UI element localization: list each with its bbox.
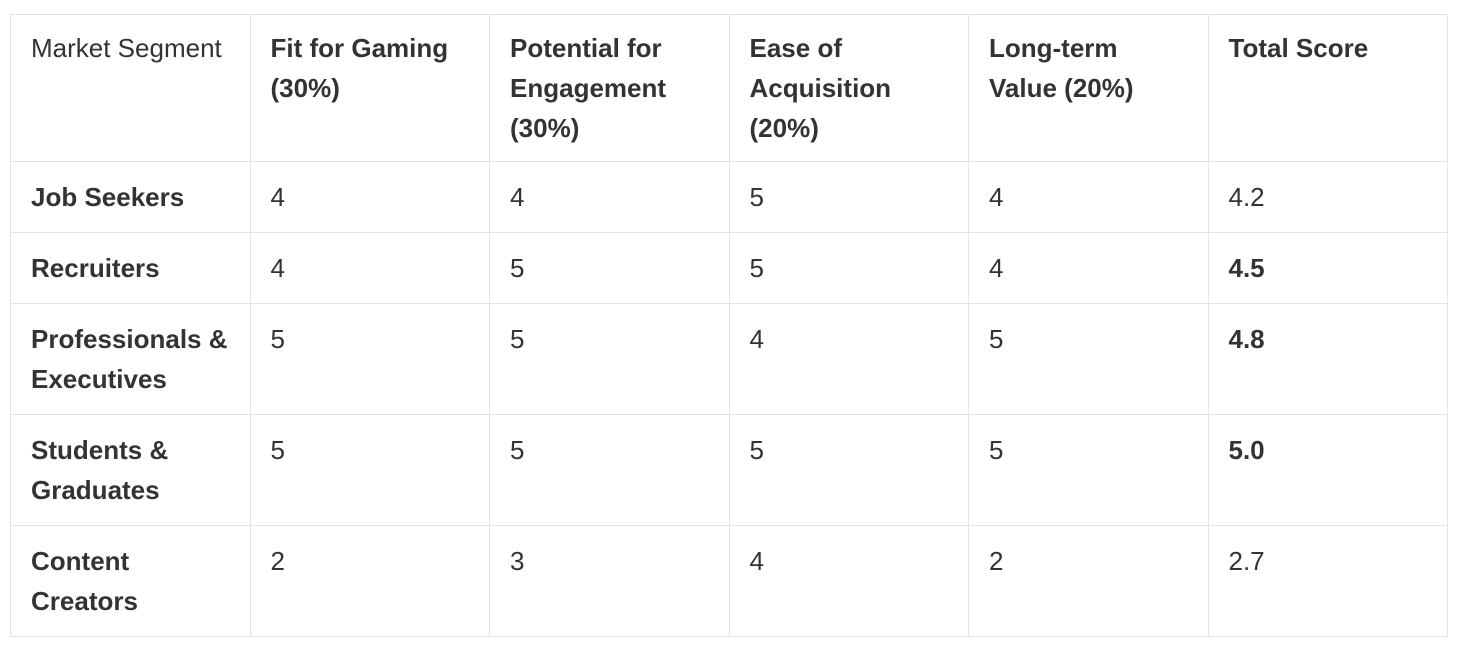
cell-total-score: 4.2 xyxy=(1207,161,1448,233)
cell-fit-for-gaming: 4 xyxy=(249,232,490,304)
cell-segment: Content Creators xyxy=(10,525,251,637)
cell-potential-for-engagement: 4 xyxy=(489,161,730,233)
cell-total-score: 4.8 xyxy=(1207,303,1448,415)
cell-ease-of-acquisition: 5 xyxy=(728,161,969,233)
cell-potential-for-engagement: 3 xyxy=(489,525,730,637)
cell-long-term-value: 4 xyxy=(968,161,1209,233)
cell-fit-for-gaming: 5 xyxy=(249,414,490,526)
cell-ease-of-acquisition: 5 xyxy=(728,414,969,526)
cell-fit-for-gaming: 5 xyxy=(249,303,490,415)
cell-total-score: 4.5 xyxy=(1207,232,1448,304)
table-header: Market Segment Fit for Gaming (30%) Pote… xyxy=(10,14,1448,162)
column-header-market-segment: Market Segment xyxy=(10,14,251,162)
cell-segment: Professionals & Executives xyxy=(10,303,251,415)
cell-segment: Job Seekers xyxy=(10,161,251,233)
cell-total-score: 2.7 xyxy=(1207,525,1448,637)
cell-long-term-value: 5 xyxy=(968,303,1209,415)
cell-ease-of-acquisition: 5 xyxy=(728,232,969,304)
cell-potential-for-engagement: 5 xyxy=(489,232,730,304)
cell-long-term-value: 4 xyxy=(968,232,1209,304)
table-row-students-graduates: Students & Graduates 5 5 5 5 5.0 xyxy=(10,414,1448,526)
column-header-potential-for-engagement: Potential for Engagement (30%) xyxy=(489,14,730,162)
market-segment-evaluation-table: Market Segment Fit for Gaming (30%) Pote… xyxy=(10,14,1448,637)
column-header-long-term-value: Long-term Value (20%) xyxy=(968,14,1209,162)
column-header-fit-for-gaming: Fit for Gaming (30%) xyxy=(249,14,490,162)
cell-segment: Recruiters xyxy=(10,232,251,304)
cell-total-score: 5.0 xyxy=(1207,414,1448,526)
cell-fit-for-gaming: 2 xyxy=(249,525,490,637)
cell-long-term-value: 5 xyxy=(968,414,1209,526)
header-row: Market Segment Fit for Gaming (30%) Pote… xyxy=(10,14,1448,162)
cell-fit-for-gaming: 4 xyxy=(249,161,490,233)
cell-potential-for-engagement: 5 xyxy=(489,303,730,415)
column-header-ease-of-acquisition: Ease of Acquisition (20%) xyxy=(728,14,969,162)
table-row-job-seekers: Job Seekers 4 4 5 4 4.2 xyxy=(10,161,1448,233)
cell-long-term-value: 2 xyxy=(968,525,1209,637)
cell-ease-of-acquisition: 4 xyxy=(728,525,969,637)
column-header-total-score: Total Score xyxy=(1207,14,1448,162)
table-row-content-creators: Content Creators 2 3 4 2 2.7 xyxy=(10,525,1448,637)
table-row-professionals-executives: Professionals & Executives 5 5 4 5 4.8 xyxy=(10,303,1448,415)
cell-ease-of-acquisition: 4 xyxy=(728,303,969,415)
table-body: Job Seekers 4 4 5 4 4.2 Recruiters 4 5 5… xyxy=(10,161,1448,637)
cell-segment: Students & Graduates xyxy=(10,414,251,526)
cell-potential-for-engagement: 5 xyxy=(489,414,730,526)
table-row-recruiters: Recruiters 4 5 5 4 4.5 xyxy=(10,232,1448,304)
